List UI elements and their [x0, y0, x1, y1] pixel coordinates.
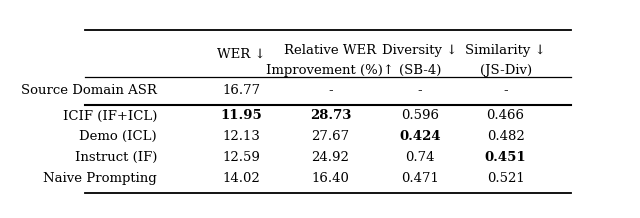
- Text: 0.451: 0.451: [484, 152, 526, 164]
- Text: 14.02: 14.02: [222, 172, 260, 186]
- Text: 28.73: 28.73: [310, 109, 351, 123]
- Text: -: -: [417, 84, 422, 97]
- Text: Instruct (IF): Instruct (IF): [74, 152, 157, 164]
- Text: Diversity ↓: Diversity ↓: [382, 44, 458, 57]
- Text: 0.521: 0.521: [486, 172, 524, 186]
- Text: (JS-Div): (JS-Div): [479, 64, 532, 77]
- Text: 0.74: 0.74: [405, 152, 435, 164]
- Text: Naive Prompting: Naive Prompting: [43, 172, 157, 186]
- Text: 0.471: 0.471: [401, 172, 438, 186]
- Text: Similarity ↓: Similarity ↓: [465, 44, 546, 57]
- Text: Improvement (%)↑: Improvement (%)↑: [266, 64, 394, 77]
- Text: 11.95: 11.95: [220, 109, 262, 123]
- Text: 0.424: 0.424: [399, 130, 440, 143]
- Text: Demo (ICL): Demo (ICL): [79, 130, 157, 143]
- Text: 0.482: 0.482: [486, 130, 524, 143]
- Text: 0.466: 0.466: [486, 109, 525, 123]
- Text: 24.92: 24.92: [312, 152, 349, 164]
- Text: 27.67: 27.67: [312, 130, 349, 143]
- Text: 0.596: 0.596: [401, 109, 439, 123]
- Text: ICIF (IF+ICL): ICIF (IF+ICL): [63, 109, 157, 123]
- Text: Relative WER: Relative WER: [284, 44, 376, 57]
- Text: 16.77: 16.77: [222, 84, 260, 97]
- Text: 16.40: 16.40: [312, 172, 349, 186]
- Text: -: -: [328, 84, 333, 97]
- Text: -: -: [503, 84, 508, 97]
- Text: Source Domain ASR: Source Domain ASR: [21, 84, 157, 97]
- Text: (SB-4): (SB-4): [399, 64, 441, 77]
- Text: 12.13: 12.13: [222, 130, 260, 143]
- Text: 12.59: 12.59: [222, 152, 260, 164]
- Text: WER ↓: WER ↓: [217, 47, 266, 60]
